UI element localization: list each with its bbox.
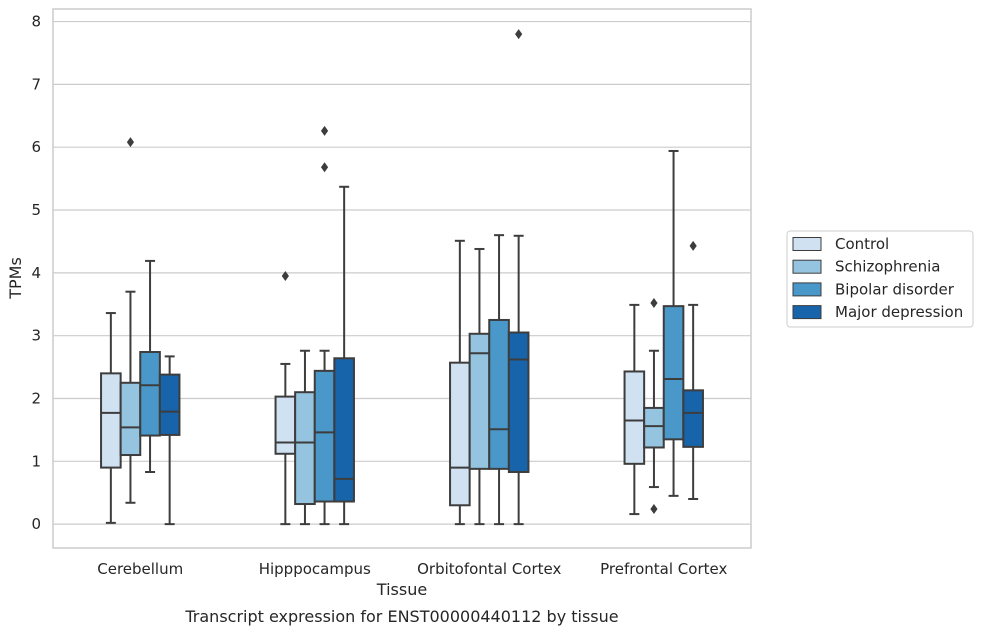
legend-swatch [792,237,822,251]
box-2-0 [449,239,471,526]
box [274,395,297,455]
box [507,331,530,473]
x-tick-label: Prefrontal Cortex [600,560,727,578]
box [333,357,355,503]
outlier-point [650,298,658,308]
box [488,318,510,470]
box [158,373,181,436]
box [643,406,665,449]
y-tick-label: 3 [31,327,41,345]
legend-swatch [792,259,822,274]
outlier-point [281,270,289,281]
box-0-3 [158,355,181,526]
x-tick-label: Hipppocampus [259,560,371,578]
box [139,351,161,437]
outlier-point [689,240,697,251]
box [449,361,471,507]
box [682,389,704,448]
legend-swatch [792,282,822,297]
box-0-0 [100,312,122,524]
box [100,372,122,469]
box-0-2 [139,259,161,473]
legend-swatch [792,305,822,320]
legend-label: Schizophrenia [835,258,940,276]
box [313,369,336,503]
box-1-3 [333,185,355,526]
x-tick-label: Cerebellum [97,560,183,578]
outlier-point [515,29,523,40]
outlier-point [320,162,329,173]
y-axis-label: TPMs [6,257,25,300]
box-series [100,29,704,526]
outlier-point [320,125,329,136]
y-tick-labels: 0 1 2 3 4 5 6 7 8 [31,13,41,534]
y-tick-label: 2 [31,389,41,407]
legend-frame [786,230,974,328]
box-2-1 [468,247,491,526]
x-axis-label: Tissue [376,580,427,599]
box [623,370,646,465]
legend-label: Bipolar disorder [835,280,955,298]
y-tick-label: 8 [31,13,41,31]
x-tick-label: Orbitofontal Cortex [417,560,561,578]
y-tick-label: 5 [31,201,41,219]
legend: Control Schizophrenia Bipolar disorder Majo… [786,230,974,328]
box-2-3 [507,29,530,526]
outlier-point [650,504,658,515]
box [119,381,142,457]
legend-label: Control [835,235,889,253]
plot-background [53,9,751,548]
box [294,391,316,506]
y-tick-label: 7 [31,75,41,93]
box [662,305,685,441]
chart-caption: Transcript expression for ENST0000044011… [184,607,618,626]
outlier-point [126,137,135,148]
y-tick-label: 4 [31,264,41,282]
x-tick-labels: Cerebellum Hipppocampus Orbitofontal Corte… [97,560,727,578]
legend-label: Major depression [835,303,963,321]
y-tick-label: 0 [31,515,41,533]
plot-frame [52,8,752,549]
y-tick-label: 1 [31,452,41,470]
box-3-2 [662,149,685,497]
box-3-3 [682,240,704,500]
y-tick-label: 6 [31,138,41,156]
